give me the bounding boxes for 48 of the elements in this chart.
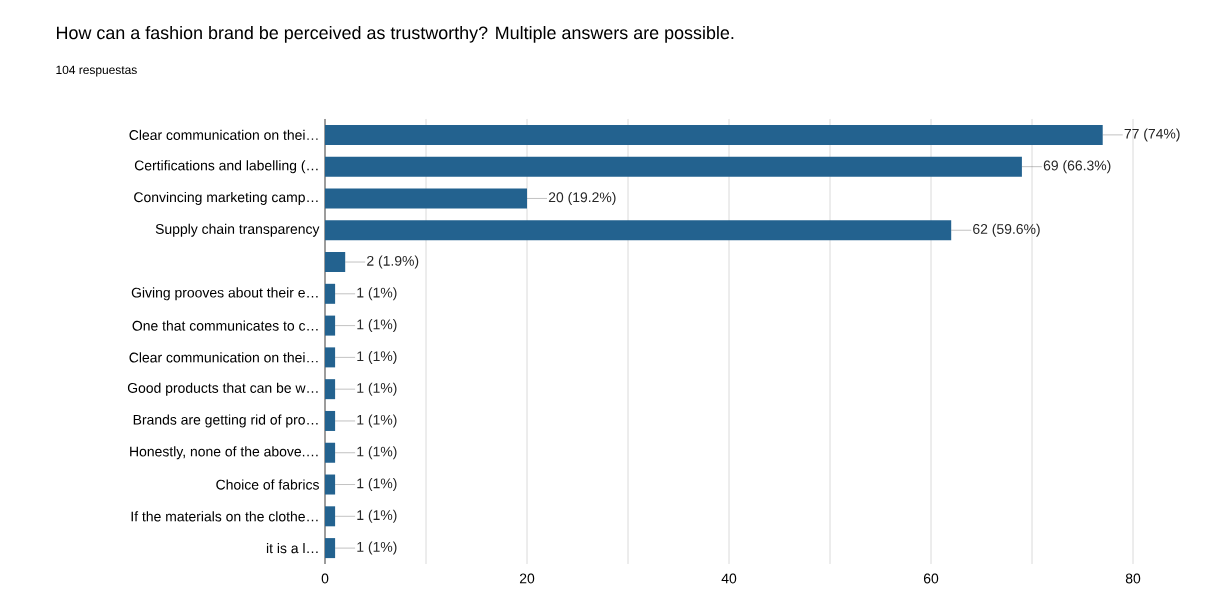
data-label: 1 (1%) [357,541,397,555]
y-tick-label: Good products that can be w… [127,382,318,396]
data-label: 77 (74%) [1124,128,1180,142]
y-tick-label: Certifications and labelling (… [134,160,318,174]
text: 104 respuestas [56,65,137,77]
x-tick-label: 40 [721,573,737,584]
data-label: 1 (1%) [357,319,397,333]
y-tick-label: Convincing marketing camp… [134,191,318,205]
x-tick-label: 0 [321,573,329,584]
y-tick-label: it is a l… [266,542,318,554]
bar [325,506,336,527]
x-tick-label: 20 [519,573,535,584]
y-tick-label: Brands are getting rid of pro… [133,414,318,428]
y-tick-label: If the materials on the clothe… [131,511,318,522]
bar [325,474,336,495]
chart-title: How can a fashion brand be perceived as trustworthy? Multiple answers are possible. [57,25,734,43]
data-label: 2 (1.9%) [367,255,419,269]
data-label: 1 (1%) [357,509,397,523]
x-tick-label: 60 [923,573,939,584]
y-tick-label: Giving prooves about their e… [131,287,318,301]
data-label: 69 (66.3%) [1043,160,1111,174]
bar [325,283,336,304]
data-label: 1 (1%) [357,350,397,364]
y-tick-label: Honestly, none of the above.… [130,446,318,460]
bar [325,379,336,400]
data-label: 20 (19.2%) [548,191,616,205]
bar [325,538,336,559]
data-label: 1 (1%) [357,446,397,460]
bar [325,252,346,273]
data-label: 1 (1%) [357,478,397,492]
y-tick-label: Supply chain transparency [155,223,320,237]
bar [325,188,528,209]
bar [325,315,336,336]
bar [325,156,1022,177]
data-label: 1 (1%) [357,287,397,301]
data-label: 62 (59.6%) [973,223,1040,237]
bar [325,442,336,463]
bar [325,347,336,368]
bar [325,220,952,241]
bar [325,410,336,431]
x-tick-label: 80 [1125,573,1141,584]
bar [325,124,1103,145]
data-label: 1 (1%) [357,382,397,396]
y-tick-label: Clear communication on thei… [129,129,318,141]
y-tick-label: Choice of fabrics [216,479,319,490]
y-tick-label: One that communicates to c… [132,320,318,331]
y-tick-label: Clear communication on thei… [129,352,318,363]
data-label: 1 (1%) [357,414,397,428]
